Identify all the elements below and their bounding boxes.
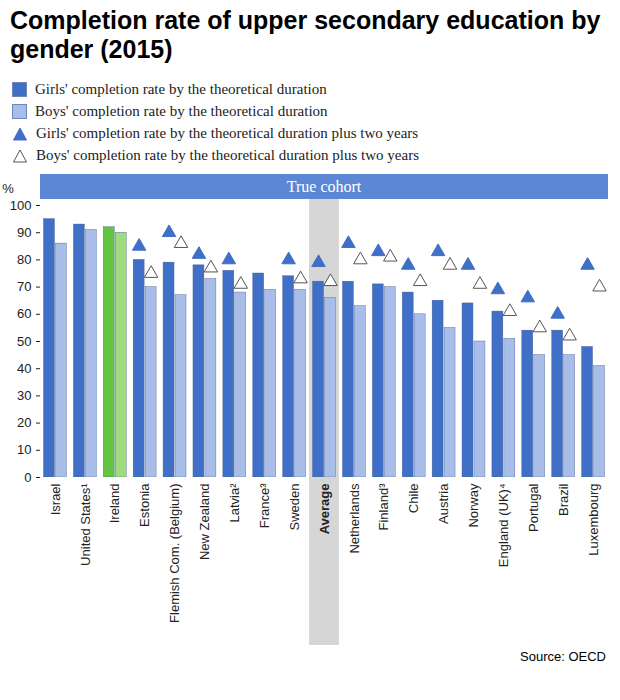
svg-text:Average: Average: [317, 483, 332, 534]
svg-text:40: 40: [17, 360, 31, 375]
svg-text:90: 90: [17, 224, 31, 239]
svg-text:Norway: Norway: [466, 483, 481, 528]
html-text:Girls' completion rate by the: Girls' completion rate by the theoretica…: [36, 125, 419, 141]
svg-text:Estonia: Estonia: [137, 482, 152, 526]
svg-text:True cohort: True cohort: [287, 178, 362, 195]
svg-text:France³: France³: [257, 482, 272, 527]
svg-text:50: 50: [17, 333, 31, 348]
html-text:Source: OECD: Source: OECD: [520, 648, 606, 664]
svg-text:%: %: [2, 181, 14, 196]
svg-text:100: 100: [10, 197, 32, 212]
svg-text:Latvia²: Latvia²: [227, 482, 242, 522]
svg-text:England (UK)⁴: England (UK)⁴: [496, 483, 511, 567]
svg-text:Israel: Israel: [48, 483, 63, 515]
svg-text:70: 70: [17, 279, 31, 294]
svg-text:0: 0: [24, 469, 31, 484]
svg-text:Flemish Com. (Belgium): Flemish Com. (Belgium): [167, 483, 182, 622]
svg-text:30: 30: [17, 388, 31, 403]
svg-text:Luxembourg: Luxembourg: [586, 483, 601, 555]
svg-text:New Zealand: New Zealand: [197, 483, 212, 560]
svg-text:United States¹: United States¹: [78, 482, 93, 565]
svg-text:10: 10: [17, 442, 31, 457]
html-text:Girls' completion rate by the: Girls' completion rate by the theoretica…: [35, 81, 327, 97]
svg-text:Netherlands: Netherlands: [347, 483, 362, 554]
html-text:Completion rate of upper secon: Completion rate of upper secondary educa…: [10, 6, 601, 64]
html-text:Boys' completion rate by the t: Boys' completion rate by the theoretical…: [35, 103, 328, 119]
svg-text:Brazil: Brazil: [556, 483, 571, 516]
svg-text:Sweden: Sweden: [287, 483, 302, 530]
svg-text:20: 20: [17, 415, 31, 430]
svg-text:80: 80: [17, 252, 31, 267]
html-text:Boys' completion rate by the t: Boys' completion rate by the theoretical…: [36, 147, 419, 163]
svg-text:Portugal: Portugal: [526, 483, 541, 532]
svg-text:Chile: Chile: [406, 483, 421, 513]
svg-text:Austria: Austria: [436, 482, 451, 523]
svg-text:60: 60: [17, 306, 31, 321]
svg-text:Finland³: Finland³: [376, 482, 391, 530]
svg-text:Ireland: Ireland: [107, 483, 122, 523]
